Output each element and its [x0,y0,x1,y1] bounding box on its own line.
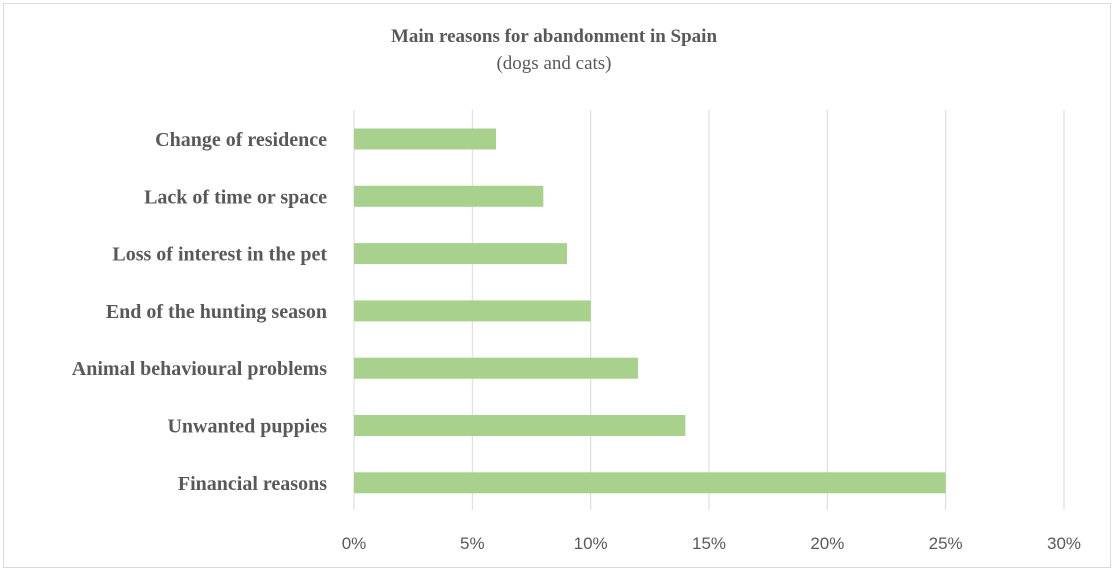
bar [354,472,946,494]
x-tick-label: 0% [342,534,367,553]
category-label: Animal behavioural problems [72,358,327,380]
bar [354,300,591,322]
category-label: End of the hunting season [106,301,327,323]
x-tick-label: 20% [810,534,844,553]
category-label: Unwanted puppies [167,416,327,438]
bar [354,357,638,379]
category-label: Lack of time or space [144,186,327,208]
bar [354,128,496,150]
category-label: Loss of interest in the pet [112,244,327,266]
x-tick-label: 25% [929,534,963,553]
bar [354,415,686,436]
category-label: Change of residence [155,129,327,151]
x-tick-label: 30% [1047,534,1081,553]
chart-title: Main reasons for abandonment in Spain [390,26,718,47]
chart-subtitle: (dogs and cats) [496,53,612,74]
x-tick-label: 15% [692,534,726,553]
x-tick-label: 10% [574,534,608,553]
category-label: Financial reasons [178,473,327,495]
x-tick-label: 5% [460,534,485,553]
bar [354,185,544,207]
bar [354,243,567,265]
